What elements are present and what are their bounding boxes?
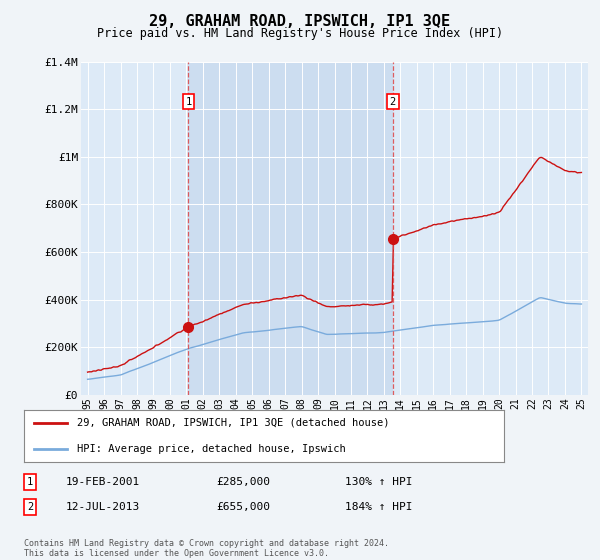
Text: 29, GRAHAM ROAD, IPSWICH, IP1 3QE (detached house): 29, GRAHAM ROAD, IPSWICH, IP1 3QE (detac… [77,418,389,428]
Text: 130% ↑ HPI: 130% ↑ HPI [345,477,413,487]
Text: 19-FEB-2001: 19-FEB-2001 [66,477,140,487]
Text: 1: 1 [185,96,191,106]
Text: Price paid vs. HM Land Registry's House Price Index (HPI): Price paid vs. HM Land Registry's House … [97,27,503,40]
Text: 2: 2 [27,502,33,512]
Text: HPI: Average price, detached house, Ipswich: HPI: Average price, detached house, Ipsw… [77,444,346,454]
Text: Contains HM Land Registry data © Crown copyright and database right 2024.
This d: Contains HM Land Registry data © Crown c… [24,539,389,558]
Text: £655,000: £655,000 [216,502,270,512]
Bar [188,62,393,395]
Text: 184% ↑ HPI: 184% ↑ HPI [345,502,413,512]
Text: 29, GRAHAM ROAD, IPSWICH, IP1 3QE: 29, GRAHAM ROAD, IPSWICH, IP1 3QE [149,14,451,29]
Text: 12-JUL-2013: 12-JUL-2013 [66,502,140,512]
Text: 1: 1 [27,477,33,487]
Text: £285,000: £285,000 [216,477,270,487]
Text: 2: 2 [389,96,396,106]
